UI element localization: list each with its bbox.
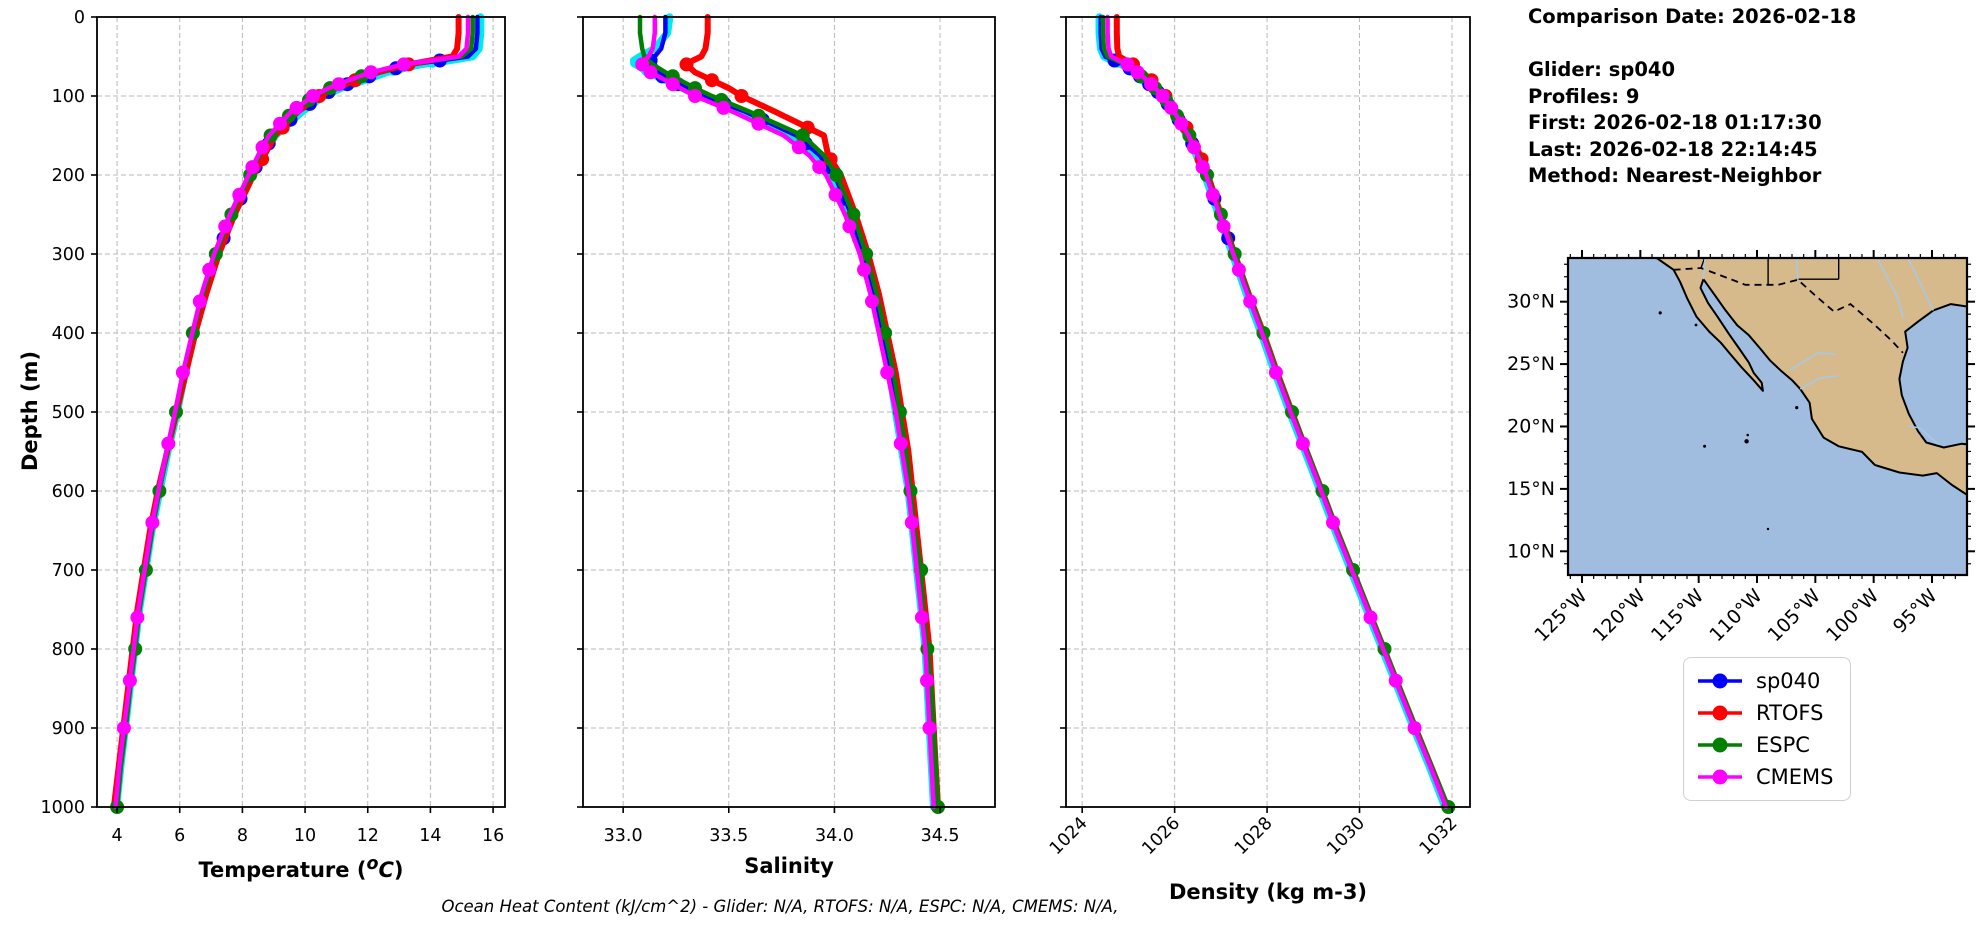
map-lon-label-95: 95°W [1889,585,1942,638]
svg-text:1030: 1030 [1323,813,1369,859]
svg-text:34.0: 34.0 [815,826,854,846]
map-lat-label-20: 20°N [1507,415,1555,437]
svg-text:16: 16 [482,826,504,846]
map-lon-label-120: 120°W [1589,585,1650,646]
legend-entry-sp040: sp040 [1696,668,1838,694]
depth-tick-600: 600 [52,482,85,502]
temperature-axis-unit: C [378,858,394,882]
svg-text:6: 6 [174,826,185,846]
salinity-tick-labels: 33.0 33.5 34.0 34.5 [604,826,960,846]
temperature-axis-label-post: ) [393,858,404,882]
temperature-ticks [91,16,494,813]
map-lon-label-110: 110°W [1705,585,1766,646]
temperature-tick-labels: 4 6 8 10 12 14 16 [111,826,504,846]
depth-tick-1000: 1000 [40,798,85,818]
svg-text:1028: 1028 [1231,813,1277,859]
salinity-axis-label: Salinity [744,854,834,878]
legend-label-sp040: sp040 [1756,669,1821,693]
legend: sp040 RTOFS ESPC CMEMS [1683,657,1851,801]
info-last: Last: 2026-02-18 22:14:45 [1528,137,1818,161]
map-lat-label-30: 30°N [1507,291,1555,313]
legend-entry-RTOFS: RTOFS [1696,700,1838,726]
map-border [1566,256,1969,577]
map-land-mexico [1655,258,1967,497]
svg-text:33.0: 33.0 [604,826,643,846]
depth-tick-200: 200 [52,166,85,186]
density-grid [1066,16,1470,808]
svg-text:8: 8 [237,826,248,846]
svg-text:14: 14 [419,826,441,846]
panel-salinity: 33.0 33.5 34.0 34.5 [577,13,996,846]
legend-label-RTOFS: RTOFS [1756,701,1824,725]
info-comparison-date: Comparison Date: 2026-02-18 [1528,5,1857,28]
comparison-info-block: Comparison Date: 2026-02-18 Glider: sp04… [1528,4,1856,190]
map-lon-label-100: 100°W [1822,585,1883,646]
svg-text:1026: 1026 [1139,813,1185,859]
temperature-axis-label-pre: Temperature ( [198,858,367,882]
svg-text:33.5: 33.5 [709,826,748,846]
legend-label-CMEMS: CMEMS [1756,765,1834,789]
depth-tick-400: 400 [52,324,85,344]
svg-text:34.5: 34.5 [921,826,960,846]
svg-text:12: 12 [357,826,379,846]
depth-tick-700: 700 [52,561,85,581]
profile-plots: 4 6 8 10 12 14 16 0 100 200 300 400 500 600 700 800 900 1… [40,8,1471,859]
series-line-sp040-profiles-density [1095,13,1449,811]
map-lat-label-15: 15°N [1507,478,1555,500]
ocean-heat-content-caption: Ocean Heat Content (kJ/cm^2) - Glider: N… [441,897,1119,916]
legend-label-ESPC: ESPC [1756,733,1810,757]
legend-marker-ESPC [1698,737,1742,753]
map-ticks [1560,250,1975,583]
map-lon-label-105: 105°W [1764,585,1825,646]
legend-marker-RTOFS [1698,705,1742,721]
info-glider: Glider: sp040 [1528,58,1676,81]
depth-tick-300: 300 [52,245,85,265]
map-rivers [1702,258,1939,445]
density-tick-labels: 1024 1026 1028 1030 1032 [1046,813,1461,859]
legend-marker-sp040 [1698,673,1742,689]
info-spacer [1528,31,1856,58]
svg-text:10: 10 [294,826,316,846]
legend-marker-CMEMS [1698,769,1742,785]
depth-axis-label: Depth (m) [18,350,42,472]
legend-entry-ESPC: ESPC [1696,732,1838,758]
series-markers-CMEMS-temperature [116,57,411,735]
temperature-axis-label: Temperature (oC) [97,854,505,882]
info-first: First: 2026-02-18 01:17:30 [1528,111,1822,134]
svg-text:1032: 1032 [1416,813,1462,859]
depth-tick-500: 500 [52,403,85,423]
series-markers-ESPC-temperature [110,69,369,814]
density-ticks [1060,16,1453,813]
map-us-mexico-border [1673,267,1904,354]
legend-entry-CMEMS: CMEMS [1696,764,1838,790]
panel-temperature: 4 6 8 10 12 14 16 0 100 200 300 400 500 600 700 800 900 1… [40,8,506,846]
map-lat-label-10: 10°N [1507,540,1555,562]
salinity-ticks [577,16,941,813]
location-map: 30°N 25°N 20°N 15°N 10°N 125°W120°W115°W110°W… [1507,250,1975,646]
depth-tick-0: 0 [74,8,85,28]
degree-symbol: o [366,854,379,874]
panel-density: 1024 1026 1028 1030 1032 [1046,13,1471,859]
map-state-borders [1700,258,1840,285]
map-islands [1658,311,1799,531]
map-lon-label-125: 125°W [1530,585,1591,646]
info-profiles: Profiles: 9 [1528,84,1640,108]
temperature-grid [97,16,505,808]
depth-tick-800: 800 [52,640,85,660]
map-lon-label-115: 115°W [1647,585,1708,646]
depth-tick-100: 100 [52,87,85,107]
svg-text:1024: 1024 [1046,813,1092,859]
info-method: Method: Nearest-Neighbor [1528,164,1822,187]
depth-tick-900: 900 [52,719,85,739]
svg-text:4: 4 [111,826,122,846]
density-axis-label: Density (kg m-3) [1168,880,1368,904]
map-lat-label-25: 25°N [1507,353,1555,375]
series-markers-CMEMS-density [1120,57,1422,735]
series-markers-CMEMS-salinity [635,57,937,735]
